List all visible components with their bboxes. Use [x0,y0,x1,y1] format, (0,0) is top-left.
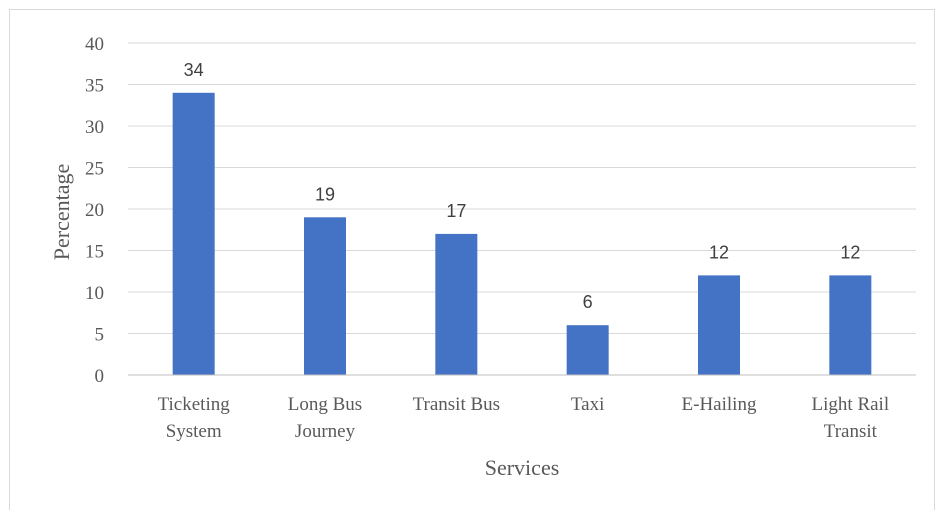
y-tick-label: 10 [85,283,104,304]
x-category-label: Taxi [571,394,605,415]
data-label: 17 [446,201,466,221]
data-label: 12 [840,242,860,262]
x-category-label: Transit Bus [413,394,500,415]
data-label: 19 [315,184,335,204]
bar [829,275,872,375]
bars [172,92,872,376]
x-axis-title: Services [485,455,560,480]
bar [435,233,478,375]
bar [566,325,609,375]
data-label: 34 [184,60,204,80]
bar [172,92,215,376]
data-label: 6 [583,292,593,312]
x-axis-categories: Ticketing System Long Bus Journey Transit Bu… [158,394,890,442]
x-category-label: Light Rail Transit [812,394,890,442]
x-category-label: Long Bus Journey [288,394,362,442]
y-tick-label: 20 [85,200,104,221]
y-axis-title: Percentage [49,164,74,261]
x-category-label: Ticketing System [158,394,231,442]
y-tick-label: 0 [95,366,105,387]
y-tick-label: 40 [85,34,104,55]
gridlines [128,42,916,334]
data-label: 12 [709,242,729,262]
y-tick-label: 30 [85,117,104,138]
y-tick-label: 15 [85,242,104,263]
y-tick-label: 5 [95,325,105,346]
y-tick-label: 25 [85,159,104,180]
y-tick-label: 35 [85,76,104,97]
x-category-label: E-Hailing [682,394,757,415]
data-labels: 34 19 17 6 12 12 [184,60,861,312]
bar [304,217,346,375]
bar [698,275,740,375]
y-axis-ticks: 0 5 10 15 20 25 30 35 40 [85,34,104,387]
